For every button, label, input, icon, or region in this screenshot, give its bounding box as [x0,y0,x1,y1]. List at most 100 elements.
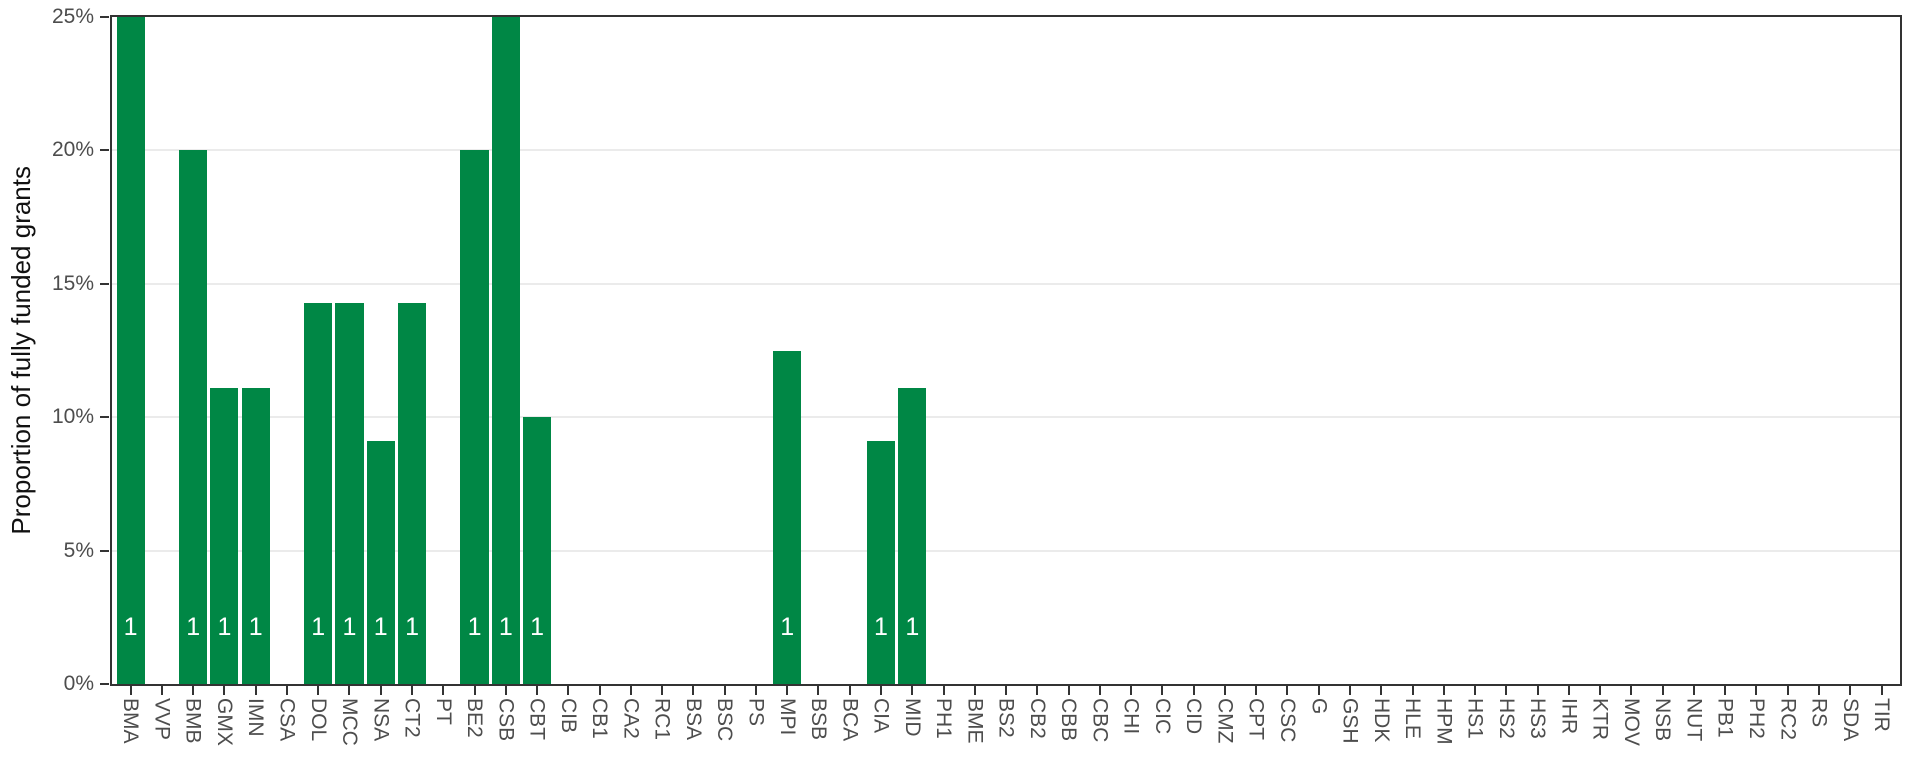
bar-cell-imn: 1 [240,17,271,684]
x-tick-label-mid: MID [900,698,924,737]
bar-cell-bsa [678,17,709,684]
x-tick-cb1 [598,686,601,695]
bar-cell-rs [1803,17,1834,684]
bar-cell-cmz [1209,17,1240,684]
x-cell-hdk: HDK [1366,686,1397,746]
bar-cell-bmb: 1 [178,17,209,684]
bar-cell-nsa: 1 [365,17,396,684]
x-tick-hdk [1380,686,1383,695]
x-tick-bsc [723,686,726,695]
x-tick-hs1 [1474,686,1477,695]
y-tick-label-10: 10% [51,405,94,429]
x-tick-imn [254,686,257,695]
x-tick-cia [880,686,882,695]
x-cell-ps: PS [740,686,771,746]
x-cell-gsh: GSH [1334,686,1365,746]
x-cell-nsa: NSA [365,686,396,746]
x-tick-label-vvp: VVP [150,698,174,741]
x-tick-mid [911,686,914,695]
y-tick-10 [100,416,109,419]
x-tick-label-bsb: BSB [807,698,831,741]
x-tick-cbc [1098,686,1101,695]
bar-cell-pt [428,17,459,684]
x-tick-label-ph2: PH2 [1744,698,1768,739]
bar-cell-hle [1397,17,1428,684]
bar-cell-ihr [1553,17,1584,684]
x-cell-mid: MID [897,686,928,746]
x-tick-label-mov: MOV [1619,698,1643,746]
y-tick-label-25: 25% [51,5,94,28]
x-tick-rs [1817,686,1820,695]
y-tick-15 [100,282,109,285]
bar-be2: 1 [460,150,489,684]
gridline-10 [112,416,1900,419]
bar-cell-ph1 [928,17,959,684]
x-tick-label-ktr: KTR [1588,698,1612,740]
x-tick-label-ph1: PH1 [932,698,956,739]
x-cell-cic: CIC [1147,686,1178,746]
x-cell-pb1: PB1 [1710,686,1741,746]
x-tick-label-sda: SDA [1838,698,1862,742]
x-tick-cmz [1223,686,1226,695]
y-tick-0 [100,683,109,685]
bar-count-label: 1 [123,613,138,641]
x-tick-dol [317,686,320,695]
bar-cell-ca2 [615,17,646,684]
x-tick-cb2 [1036,686,1039,695]
x-tick-label-hs2: HS2 [1494,698,1518,739]
x-cell-ph1: PH1 [928,686,959,746]
x-axis: BMA VVP BMB GMX IMN CSA DOL MCC NSA CT2 PT BE2 CSB CB… [110,686,1902,746]
x-tick-bs2 [1005,686,1008,695]
x-tick-hs2 [1505,686,1508,695]
bar-mid: 1 [898,387,927,684]
bar-cell-hdk [1366,17,1397,684]
bar-cell-cib [553,17,584,684]
x-tick-ph2 [1755,686,1758,695]
y-axis: 0% 5% 10% 15% 20% 25% [0,5,110,695]
x-cell-bsb: BSB [803,686,834,746]
bar-count-label: 1 [874,613,888,641]
bar-cell-cb2 [1022,17,1053,684]
x-tick-hs3 [1536,686,1539,695]
x-cell-cpt: CPT [1241,686,1272,746]
x-cell-cbc: CBC [1084,686,1115,746]
bar-cell-hs2 [1491,17,1522,684]
x-cell-cbb: CBB [1053,686,1084,746]
x-cell-nsb: NSB [1647,686,1678,746]
x-cell-cib: CIB [553,686,584,746]
x-tick-label-bca: BCA [838,698,862,742]
x-tick-ph1 [942,686,945,695]
x-tick-label-cb1: CB1 [588,698,612,739]
x-tick-label-bsa: BSA [681,698,705,741]
x-cell-cid: CID [1178,686,1209,746]
x-cell-hs3: HS3 [1522,686,1553,746]
x-tick-label-be2: BE2 [463,698,487,738]
bar-cell-bsb [803,17,834,684]
bar-count-label: 1 [186,613,201,641]
x-tick-label-cbt: CBT [525,698,549,740]
bar-cell-hpm [1428,17,1459,684]
x-tick-label-csc: CSC [1276,698,1299,743]
bar-count-label: 1 [530,613,545,641]
bar-cell-bs2 [990,17,1021,684]
x-cell-hpm: HPM [1428,686,1459,746]
x-cell-chi: CHI [1116,686,1147,746]
x-tick-label-cb2: CB2 [1025,698,1049,739]
x-tick-label-bme: BME [963,698,987,744]
x-tick-ct2 [411,686,414,695]
x-tick-hle [1411,686,1414,695]
x-cell-cbt: CBT [521,686,552,746]
bar-cell-hs1 [1459,17,1490,684]
bar-cell-cid [1178,17,1209,684]
bar-nsa: 1 [366,441,395,684]
x-tick-label-bs2: BS2 [994,698,1018,738]
bar-cell-ps [740,17,771,684]
bar-cell-bme [959,17,990,684]
x-tick-ps [754,686,757,695]
gridline-5 [112,549,1900,552]
x-tick-label-cid: CID [1182,698,1206,735]
x-axis-cells: BMA VVP BMB GMX IMN CSA DOL MCC NSA CT2 PT BE2 CSB CB… [110,686,1902,746]
x-cell-bma: BMA [115,686,146,746]
